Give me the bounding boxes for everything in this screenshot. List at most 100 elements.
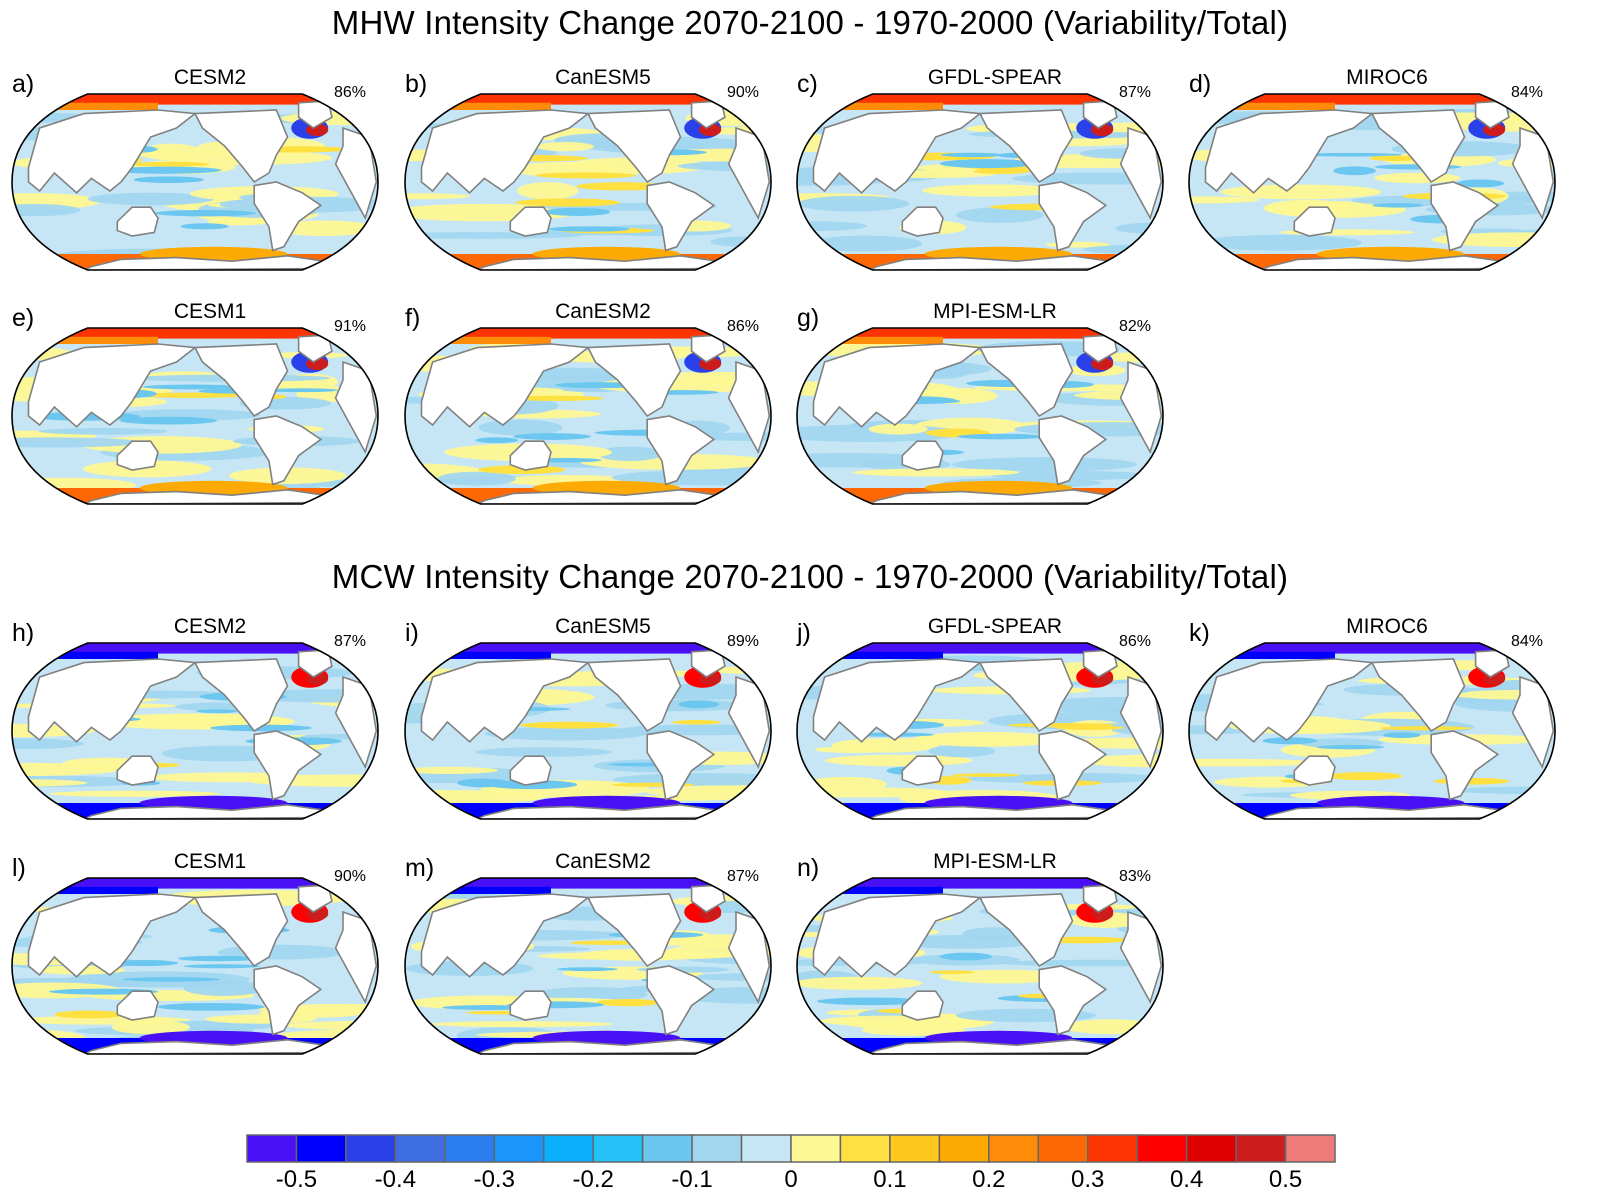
continent-asia — [420, 658, 591, 743]
colorbar-swatch — [345, 1134, 397, 1163]
anomaly-patch — [157, 1003, 265, 1011]
arctic-band — [1189, 643, 1555, 654]
anomaly-patch — [83, 460, 212, 478]
anomaly-patch — [111, 960, 179, 967]
continent-asia — [1204, 109, 1375, 194]
map-outline — [404, 877, 772, 1055]
anomaly-patch — [405, 767, 546, 784]
colorbar-tick-label: 0.5 — [1268, 1166, 1303, 1193]
arctic-band — [797, 878, 1163, 889]
colorbar-swatch — [1037, 1134, 1089, 1163]
model-name: GFDL-SPEAR — [927, 66, 1063, 89]
anomaly-patch — [955, 207, 1044, 223]
arctic-band — [405, 878, 771, 889]
anomaly-patch — [12, 193, 101, 210]
section-title: MCW Intensity Change 2070-2100 - 1970-20… — [331, 558, 1289, 595]
anomaly-patch — [12, 203, 81, 217]
arctic-band — [28, 886, 158, 894]
colorbar-swatch — [988, 1134, 1040, 1163]
anomaly-patch — [940, 152, 1003, 158]
ocean-field — [405, 643, 771, 819]
anomaly-patch — [508, 395, 604, 401]
variability-percent: 87% — [334, 633, 367, 650]
arctic-band — [405, 328, 771, 339]
anomaly-patch — [205, 1014, 317, 1024]
anomaly-patch — [911, 731, 1062, 747]
map-outline — [1188, 642, 1556, 820]
model-name: CESM1 — [173, 300, 247, 323]
ocean-field — [1189, 643, 1555, 819]
colorbar-swatch — [740, 1134, 792, 1163]
anomaly-patch — [868, 423, 928, 435]
anomaly-patch — [951, 773, 1020, 777]
model-name: MIROC6 — [1346, 615, 1428, 638]
continent-samerica — [1038, 181, 1108, 252]
anomaly-patch — [1220, 184, 1382, 200]
variability-percent: 86% — [727, 318, 760, 335]
model-name: MPI-ESM-LR — [933, 850, 1057, 873]
anomaly-patch — [1431, 232, 1555, 247]
panel-letter: i) — [405, 619, 419, 647]
anomaly-patch — [180, 223, 229, 230]
colorbar — [246, 1134, 1336, 1163]
map-outline — [404, 93, 772, 271]
continent-asia — [420, 109, 591, 194]
anomaly-patch — [133, 176, 204, 183]
variability-percent: 84% — [1511, 633, 1544, 650]
continent-samerica — [646, 181, 716, 252]
continent-asia — [27, 893, 198, 978]
colorbar-swatch — [938, 1134, 990, 1163]
continent-australia — [116, 755, 159, 786]
arctic-band — [28, 102, 158, 110]
variability-percent: 82% — [1119, 318, 1152, 335]
anomaly-patch — [596, 998, 660, 1007]
map-panel: k) MIROC6 84% — [1177, 611, 1577, 846]
panel-letter: b) — [405, 70, 428, 98]
anomaly-patch — [929, 970, 975, 975]
anomaly-patch — [475, 437, 519, 444]
map-outline — [796, 877, 1164, 1055]
anomaly-patch — [1316, 744, 1385, 750]
panel-letter: a) — [12, 70, 35, 98]
colorbar-tick-label: 0.2 — [972, 1166, 1006, 1193]
anomaly-patch — [128, 161, 210, 167]
robinson-map — [404, 642, 772, 820]
colorbar-swatch — [295, 1134, 347, 1163]
anomaly-patch — [1300, 152, 1403, 157]
section-title: MHW Intensity Change 2070-2100 - 1970-20… — [331, 4, 1289, 41]
anomaly-patch — [135, 392, 246, 399]
anomaly-patch — [429, 1021, 614, 1028]
anomaly-patch — [12, 437, 143, 448]
anomaly-patch — [513, 433, 592, 440]
colorbar-tick-label: -0.4 — [374, 1166, 417, 1193]
continent-samerica — [1430, 730, 1500, 801]
panel-letter: c) — [797, 70, 818, 98]
anomaly-patch — [240, 689, 378, 703]
arctic-band — [28, 651, 158, 659]
panel-letter: d) — [1189, 70, 1212, 98]
anomaly-patch — [1456, 179, 1505, 188]
variability-percent: 90% — [334, 868, 367, 885]
variability-percent: 87% — [727, 868, 760, 885]
ocean-field — [797, 643, 1163, 819]
arctic-band — [1205, 102, 1335, 110]
continent-samerica — [253, 181, 323, 252]
continent-australia — [509, 440, 552, 471]
map-panel: l) CESM1 90% — [0, 846, 400, 1081]
ocean-field — [405, 328, 771, 504]
continent-namerica — [193, 109, 289, 184]
anomaly-patch — [797, 195, 909, 212]
model-name: CESM2 — [173, 615, 247, 638]
ocean-field — [405, 94, 771, 270]
colorbar-swatch — [1235, 1134, 1287, 1163]
anomaly-patch — [1189, 758, 1323, 767]
model-name: MIROC6 — [1346, 66, 1428, 89]
colorbar-swatch — [444, 1134, 496, 1163]
continent-namerica — [978, 658, 1074, 733]
anomaly-patch — [922, 184, 1060, 197]
continent-namerica — [978, 343, 1074, 418]
robinson-map — [1188, 642, 1556, 820]
continent-namerica — [1370, 109, 1466, 184]
anomaly-patch — [957, 433, 1045, 440]
continent-namerica — [586, 343, 682, 418]
